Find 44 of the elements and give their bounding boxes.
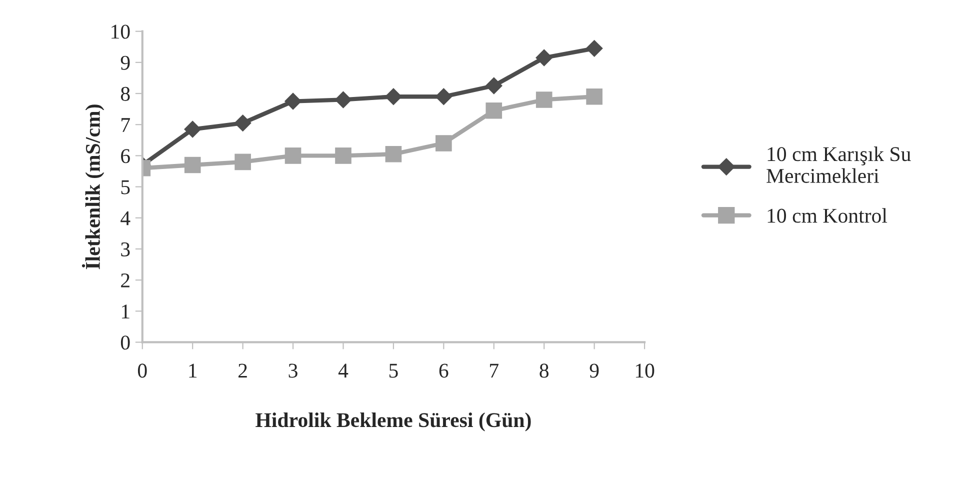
point [284,92,302,110]
point [486,102,502,119]
x-tick-label: 10 [636,364,654,378]
point [586,40,603,57]
y-axis-title: İletkenlik (mS/cm) [82,104,104,270]
point [385,146,402,162]
y-tick-label: 7 [122,118,130,132]
x-tick-label: 4 [338,364,348,378]
x-axis-title: Hidrolik Bekleme Süresi (Gün) [256,412,531,432]
y-tick-label: 1 [122,304,130,318]
y-tick-label: 2 [121,273,130,288]
point [234,154,251,170]
point [234,114,252,132]
x-tick-label: 7 [490,364,498,378]
x-tick-label: 8 [540,364,549,378]
point [334,91,352,108]
y-tick-label: 4 [120,211,130,226]
x-tick-label: 2 [238,364,247,378]
y-tick-label: 8 [120,86,130,101]
y-tick-label: 0 [120,336,130,350]
point [435,88,452,105]
point [335,148,352,164]
point [536,92,552,108]
y-tick-label: 3 [121,242,130,256]
y-tick-label: 10 [112,24,130,39]
x-tick-label: 5 [389,364,398,378]
x-tick-label: 3 [288,364,298,378]
point [184,120,201,138]
legend-label: 10 cm Karışık Su Mercimekleri [766,146,911,183]
x-tick-label: 1 [189,364,197,378]
point [436,135,452,152]
point [586,88,602,105]
point [184,156,201,174]
point [486,77,502,94]
x-tick-label: 6 [439,364,448,378]
point [536,49,552,66]
legend-label: 10 cm Kontrol [768,208,888,223]
x-tick-label: 0 [138,364,147,378]
y-tick-label: 5 [121,180,130,194]
point [385,88,402,105]
y-tick-label: 6 [121,149,130,164]
y-tick-label: 9 [120,56,130,70]
point [284,148,302,164]
x-tick-label: 9 [590,364,599,378]
